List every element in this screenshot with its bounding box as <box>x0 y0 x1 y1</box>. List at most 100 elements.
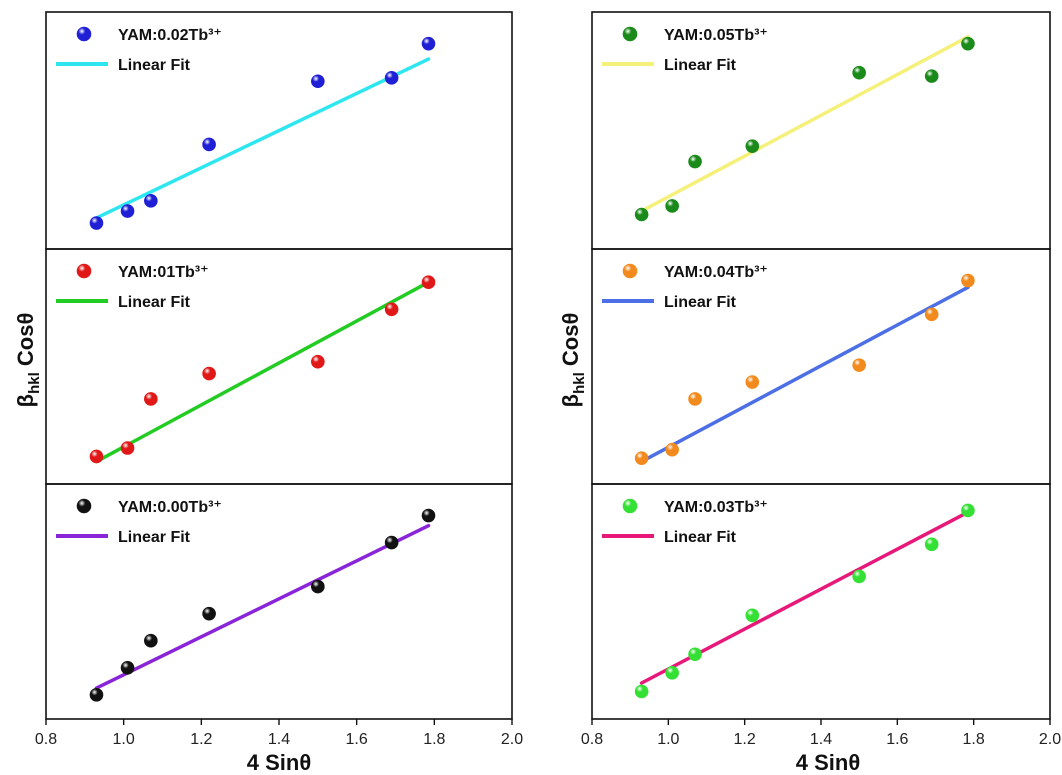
data-point-2 <box>144 392 158 406</box>
data-point-3 <box>745 608 760 623</box>
x-tick-label-0: 0.8 <box>35 731 57 748</box>
x-tick-label-1: 1.0 <box>113 731 135 748</box>
x-tick-label-1: 1.0 <box>657 731 679 748</box>
data-point-5 <box>384 71 399 85</box>
right-ylabel: βhkl Cosθ <box>558 313 588 408</box>
legend-label-1: Linear Fit <box>664 529 737 546</box>
data-point-5 <box>924 307 939 322</box>
data-point-3 <box>202 366 216 381</box>
data-point-6 <box>421 36 436 51</box>
panel-right-2: 0.8 1.0 1.2 1.4 1.6 1.8 2.0 YAM:0.03Tb³⁺ Linear … <box>581 483 1061 748</box>
data-point-4 <box>311 354 325 369</box>
legend-label-1: Linear Fit <box>118 529 191 546</box>
legend-label-0: YAM:0.00Tb³⁺ <box>118 499 222 516</box>
data-point-6 <box>961 503 975 518</box>
x-tick-label-6: 2.0 <box>501 731 523 748</box>
legend-marker-yam-0-04tb <box>622 263 638 279</box>
data-point-4 <box>852 569 866 584</box>
left-ylabel: βhkl Cosθ <box>13 313 43 408</box>
fit-line <box>639 285 970 464</box>
right-ylabel-main: β <box>558 394 583 407</box>
data-point-6 <box>421 275 436 290</box>
left-xlabel: 4 Sinθ <box>247 750 311 775</box>
right-ylabel-tail: Cosθ <box>558 313 583 373</box>
legend: YAM:0.00Tb³⁺ Linear Fit <box>56 498 222 546</box>
panel-frame <box>591 11 1051 250</box>
panel-right-0: YAM:0.05Tb³⁺ Linear Fit <box>591 11 1051 250</box>
data-point-4 <box>852 358 866 372</box>
data-point-2 <box>688 392 702 406</box>
data-point-4 <box>852 65 866 80</box>
legend-marker-yam-01tb <box>76 263 92 279</box>
data-point-2 <box>688 154 702 169</box>
data-point-1 <box>665 666 679 680</box>
data-point-1 <box>120 441 135 455</box>
fit-line <box>94 523 431 690</box>
data-point-0 <box>89 449 104 464</box>
x-tick-label-0: 0.8 <box>581 731 603 748</box>
panel-frame <box>591 483 1051 720</box>
data-point-0 <box>89 216 104 230</box>
data-point-3 <box>745 375 760 389</box>
data-point-0 <box>634 451 649 465</box>
left-ylabel-tail: Cosθ <box>13 313 38 373</box>
data-point-1 <box>120 204 135 218</box>
data-point-3 <box>202 137 216 152</box>
data-point-5 <box>924 537 939 552</box>
panel-left-1: YAM:01Tb³⁺ Linear Fit <box>45 248 513 485</box>
data-point-1 <box>120 660 135 675</box>
right-xlabel: 4 Sinθ <box>796 750 860 775</box>
data-point-2 <box>144 633 158 648</box>
legend-marker-yam-0-03tb <box>622 498 638 514</box>
x-tick-label-4: 1.6 <box>886 731 908 748</box>
fit-line <box>94 57 431 220</box>
fit-line <box>94 280 431 464</box>
x-tick-label-2: 1.2 <box>190 731 212 748</box>
left-ylabel-sub: hkl <box>26 372 43 394</box>
legend-marker-yam-0-00tb <box>76 498 92 514</box>
fit-line <box>639 35 970 213</box>
legend-label-1: Linear Fit <box>664 57 737 74</box>
data-point-6 <box>421 508 436 523</box>
legend: YAM:0.02Tb³⁺ Linear Fit <box>56 26 222 74</box>
data-point-4 <box>311 74 325 89</box>
legend: YAM:01Tb³⁺ Linear Fit <box>56 263 209 311</box>
legend-label-0: YAM:01Tb³⁺ <box>118 264 209 281</box>
data-point-5 <box>384 302 399 317</box>
legend-label-0: YAM:0.03Tb³⁺ <box>664 499 768 516</box>
data-point-0 <box>89 688 104 702</box>
x-tick-label-3: 1.4 <box>268 731 290 748</box>
data-point-2 <box>144 194 158 208</box>
data-point-6 <box>961 273 975 288</box>
x-tick-label-6: 2.0 <box>1039 731 1061 748</box>
data-point-3 <box>202 606 216 621</box>
legend-marker-yam-0-05tb <box>622 26 638 42</box>
panel-frame <box>45 483 513 720</box>
legend-label-0: YAM:0.05Tb³⁺ <box>664 27 768 44</box>
legend: YAM:0.03Tb³⁺ Linear Fit <box>602 498 768 546</box>
right-ylabel-sub: hkl <box>571 372 588 394</box>
panel-left-2: 0.8 1.0 1.2 1.4 1.6 1.8 2.0 YAM:0.00Tb³⁺ Linear … <box>35 483 523 748</box>
legend-label-1: Linear Fit <box>118 294 191 311</box>
data-point-1 <box>665 442 679 457</box>
legend-marker-yam-0-02tb <box>76 26 92 42</box>
x-tick-label-4: 1.6 <box>346 731 368 748</box>
data-point-6 <box>961 36 975 51</box>
x-tick-label-2: 1.2 <box>734 731 756 748</box>
panel-frame <box>45 248 513 485</box>
data-point-5 <box>384 535 399 550</box>
data-point-0 <box>634 207 649 222</box>
data-point-4 <box>311 579 325 594</box>
left-ylabel-main: β <box>13 394 38 407</box>
panel-right-1: YAM:0.04Tb³⁺ Linear Fit <box>591 248 1051 485</box>
data-point-2 <box>688 647 702 662</box>
legend-label-0: YAM:0.02Tb³⁺ <box>118 27 222 44</box>
data-point-5 <box>924 69 939 83</box>
legend-label-1: Linear Fit <box>664 294 737 311</box>
panel-left-0: YAM:0.02Tb³⁺ Linear Fit <box>45 11 513 250</box>
legend: YAM:0.04Tb³⁺ Linear Fit <box>602 263 768 311</box>
data-point-0 <box>634 684 649 699</box>
x-tick-label-5: 1.8 <box>963 731 985 748</box>
data-point-1 <box>665 199 679 213</box>
